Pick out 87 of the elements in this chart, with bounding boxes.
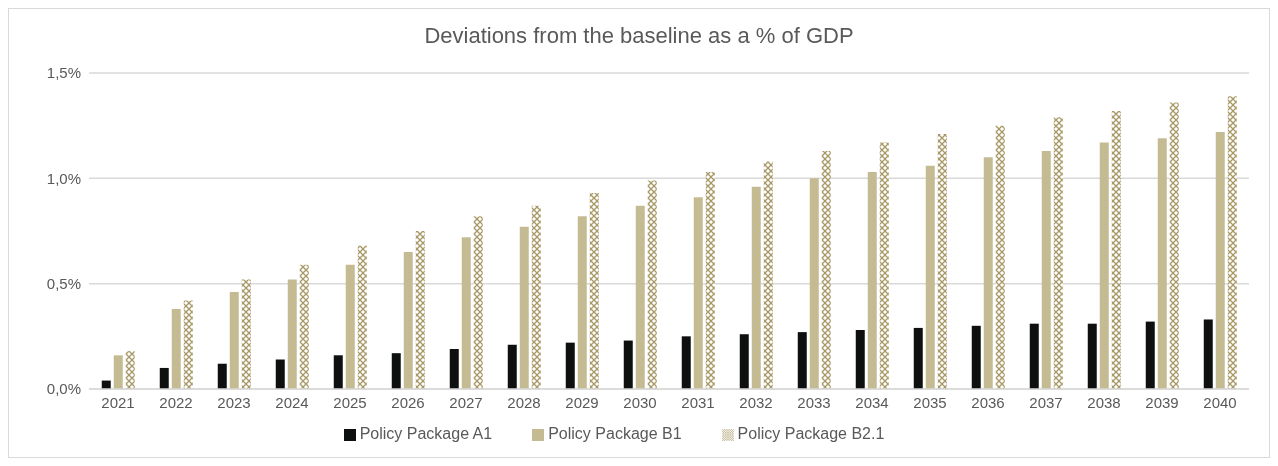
bar [1111,110,1121,389]
x-tick-label: 2031 [681,393,715,411]
bar [415,231,425,389]
bar [809,178,819,389]
bar [473,216,483,389]
x-tick-label: 2037 [1029,393,1063,411]
bar [995,125,1005,389]
legend-label: Policy Package B1 [548,425,682,442]
bar [507,344,517,389]
x-tick-label: 2039 [1145,393,1179,411]
bar [241,279,251,389]
bar [183,300,193,389]
bar [299,264,309,389]
bar [1157,138,1167,389]
bar [1227,96,1237,389]
bar [1041,150,1051,389]
bar [345,264,355,389]
y-tick-label: 0,5% [46,274,81,292]
x-tick-label: 2022 [159,393,193,411]
bar [531,205,541,389]
x-tick-label: 2033 [797,393,831,411]
bar [403,252,413,389]
bar [391,353,401,389]
bar [983,157,993,389]
x-tick-label: 2023 [217,393,251,411]
x-tick-label: 2025 [333,393,367,411]
bar [739,334,749,389]
bar [1099,142,1109,389]
bar [357,245,367,389]
x-tick-label: 2030 [623,393,657,411]
bar [565,342,575,389]
bar [1029,323,1039,389]
bar [1169,102,1179,389]
x-tick-label: 2028 [507,393,541,411]
x-tick-label: 2032 [739,393,773,411]
x-tick-label: 2021 [101,393,135,411]
bar [171,308,181,389]
bar [821,150,831,389]
bar [1215,131,1225,389]
legend-label: Policy Package B2.1 [737,425,885,442]
x-tick-label: 2035 [913,393,947,411]
bar [937,134,947,389]
x-tick-label: 2038 [1087,393,1121,411]
bar [589,193,599,389]
bar [635,205,645,389]
x-tick-label: 2026 [391,393,425,411]
bar [461,237,471,389]
x-tick-label: 2024 [275,393,309,411]
bar [577,216,587,389]
legend-label: Policy Package A1 [359,425,493,442]
bar [647,180,657,389]
bar [113,355,123,389]
bar [217,363,227,389]
bar [879,142,889,389]
chart-title: Deviations from the baseline as a % of GDP [423,22,855,50]
x-tick-label: 2034 [855,393,889,411]
bar [519,226,529,389]
bar [1203,319,1213,389]
bar [275,359,285,389]
bar [1053,117,1063,389]
bar [925,165,935,389]
bar [333,355,343,389]
bar [693,197,703,389]
bar [125,351,135,389]
x-tick-label: 2029 [565,393,599,411]
bar [1145,321,1155,389]
bar [855,330,865,389]
bar [229,292,239,389]
y-tick-label: 1,0% [46,169,81,187]
bar [159,367,169,389]
x-tick-label: 2036 [971,393,1005,411]
bar [867,172,877,389]
bar [971,325,981,389]
bar [751,186,761,389]
bar [913,327,923,389]
bar [287,279,297,389]
bar [449,348,459,389]
y-tick-label: 0,0% [46,380,81,398]
bar [681,336,691,389]
bar [623,340,633,389]
x-tick-label: 2040 [1203,393,1237,411]
bar [763,161,773,389]
x-tick-label: 2027 [449,393,483,411]
bar [1087,323,1097,389]
bar [705,172,715,389]
y-tick-label: 1,5% [46,64,81,82]
bar [797,332,807,389]
